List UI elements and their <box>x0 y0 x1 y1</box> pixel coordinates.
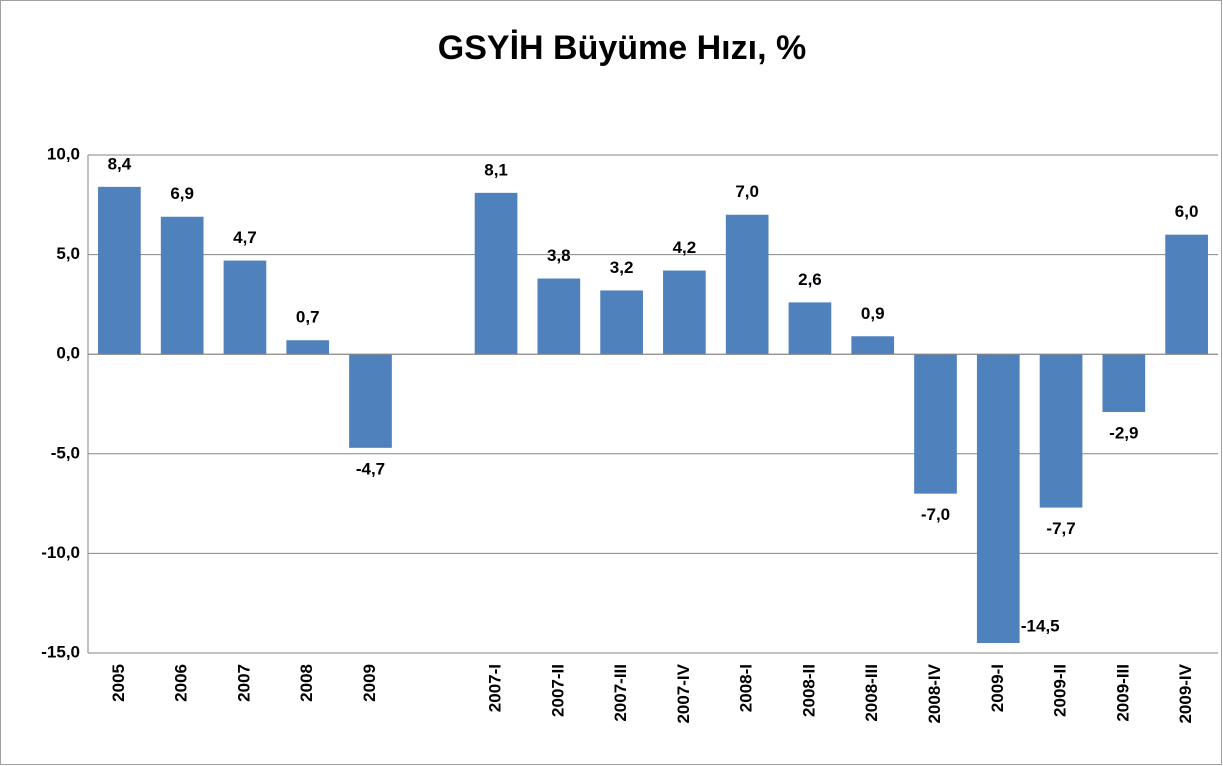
bar <box>663 270 706 355</box>
y-tick-label: 0,0 <box>56 344 80 363</box>
value-label: -4,7 <box>356 459 385 478</box>
bar <box>223 260 267 355</box>
x-tick-label: 2006 <box>172 664 191 702</box>
y-tick-label: -15,0 <box>41 642 80 661</box>
value-label: 8,4 <box>108 154 132 173</box>
value-label: -2,9 <box>1109 423 1138 442</box>
value-label: 0,7 <box>296 308 320 327</box>
value-label: -14,5 <box>1021 617 1060 636</box>
x-tick-label: 2009-III <box>1113 664 1132 722</box>
bar <box>914 354 957 494</box>
x-tick-label: 2008-II <box>799 664 818 717</box>
bar <box>600 290 643 355</box>
bar <box>851 336 895 355</box>
value-label: 4,2 <box>673 238 697 257</box>
bar <box>1039 354 1083 508</box>
value-label: 4,7 <box>233 228 257 247</box>
bar <box>788 302 832 355</box>
x-tick-label: 2007-II <box>548 664 567 717</box>
value-label: 7,0 <box>735 182 759 201</box>
value-label: 6,0 <box>1175 202 1199 221</box>
bar <box>537 278 581 355</box>
y-tick-label: -5,0 <box>51 443 80 462</box>
x-tick-label: 2008 <box>297 664 316 702</box>
value-label: 8,1 <box>484 160 508 179</box>
x-tick-label: 2007-III <box>611 664 630 722</box>
x-tick-label: 2007-IV <box>674 663 693 723</box>
x-tick-label: 2009-II <box>1051 664 1070 717</box>
x-tick-label: 2008-I <box>737 664 756 712</box>
value-label: 3,2 <box>610 258 634 277</box>
y-tick-label: -10,0 <box>41 543 80 562</box>
value-label: 2,6 <box>798 270 822 289</box>
bar <box>976 354 1020 644</box>
bar <box>349 354 392 448</box>
x-tick-label: 2008-IV <box>925 663 944 723</box>
bar <box>160 216 204 355</box>
value-label: 6,9 <box>170 184 194 203</box>
bar <box>1165 234 1208 355</box>
chart-title: GSYİH Büyüme Hızı, % <box>438 29 806 67</box>
x-tick-label: 2009-I <box>988 664 1007 712</box>
y-tick-label: 10,0 <box>47 144 80 163</box>
x-tick-label: 2009-IV <box>1176 663 1195 723</box>
x-tick-label: 2009 <box>360 664 379 702</box>
value-label: -7,0 <box>921 505 950 524</box>
bar <box>725 214 769 355</box>
y-tick-label: 5,0 <box>56 244 80 263</box>
x-tick-label: 2007 <box>234 664 253 702</box>
bar <box>1102 354 1146 412</box>
x-tick-label: 2008-III <box>862 664 881 722</box>
value-label: -7,7 <box>1046 519 1075 538</box>
x-tick-label: 2005 <box>109 664 128 702</box>
x-tick-label: 2007-I <box>486 664 505 712</box>
value-label: 3,8 <box>547 246 571 265</box>
bar <box>474 192 518 355</box>
bar <box>98 186 141 355</box>
value-label: 0,9 <box>861 304 885 323</box>
bar <box>286 340 330 355</box>
